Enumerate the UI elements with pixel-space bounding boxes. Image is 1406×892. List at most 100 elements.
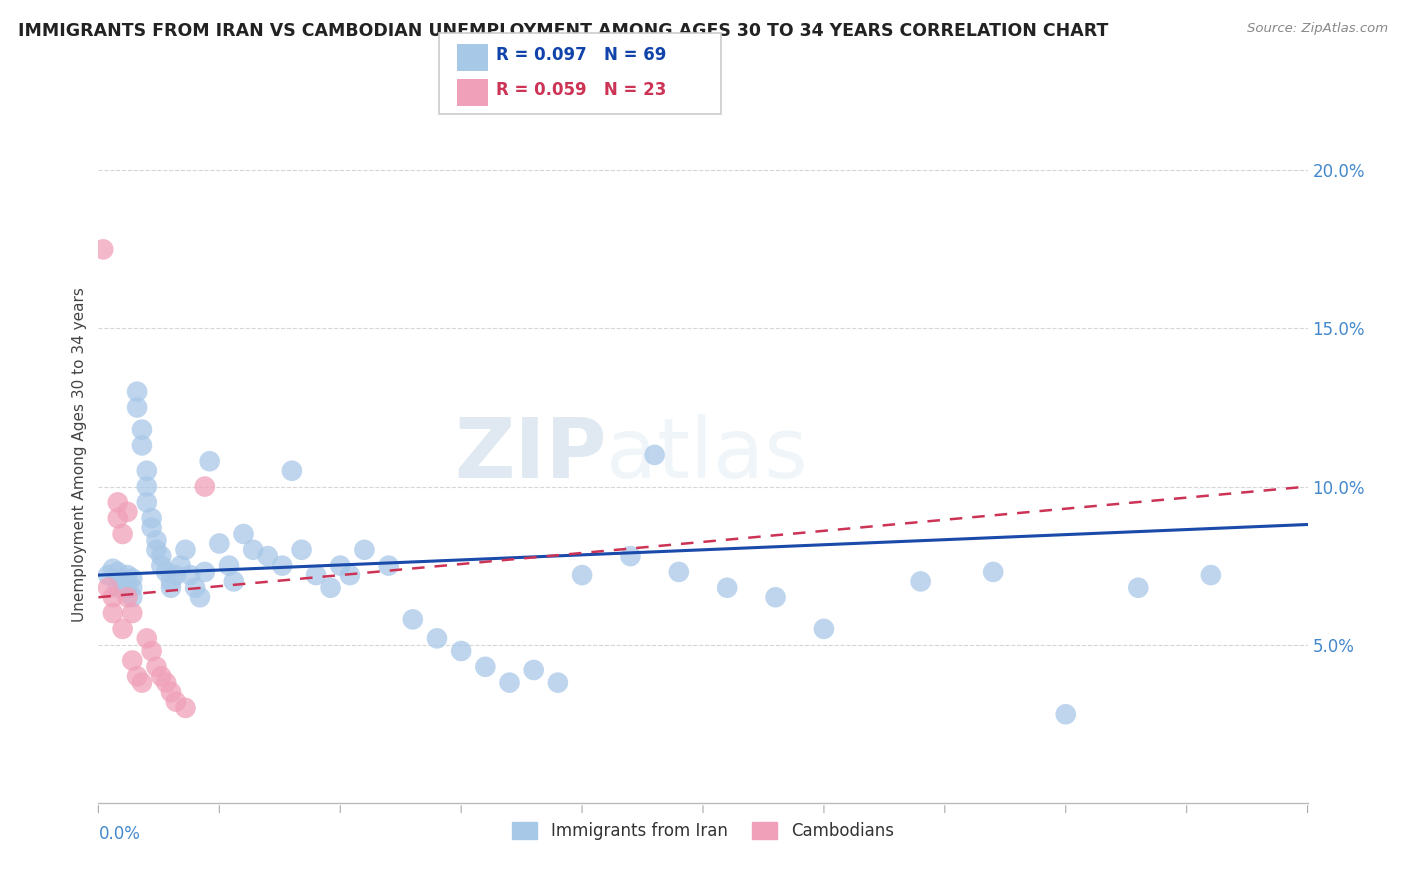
Point (131, 675, 153, 690)
Point (141, 511, 163, 525)
Point (117, 591, 139, 605)
Point (474, 660, 496, 674)
Point (111, 622, 134, 636)
Point (319, 581, 342, 595)
Point (222, 574, 245, 589)
Point (135, 495, 157, 509)
Point (150, 549, 173, 563)
Point (121, 581, 143, 595)
Point (644, 448, 666, 462)
Text: R = 0.097   N = 69: R = 0.097 N = 69 (496, 46, 666, 64)
Point (131, 423, 153, 437)
Point (117, 581, 139, 595)
Point (194, 479, 217, 493)
Point (111, 577, 134, 591)
Point (145, 533, 167, 548)
Point (377, 558, 399, 573)
Text: Source: ZipAtlas.com: Source: ZipAtlas.com (1247, 22, 1388, 36)
Point (127, 669, 149, 683)
Point (165, 568, 187, 582)
Point (179, 568, 201, 582)
Point (107, 565, 129, 579)
Text: IMMIGRANTS FROM IRAN VS CAMBODIAN UNEMPLOYMENT AMONG AGES 30 TO 34 YEARS CORRELA: IMMIGRANTS FROM IRAN VS CAMBODIAN UNEMPL… (18, 22, 1109, 40)
Point (107, 511, 129, 525)
Point (1199, 568, 1222, 582)
Point (198, 454, 221, 468)
Point (174, 701, 197, 715)
Point (111, 574, 134, 589)
Point (426, 632, 449, 646)
Point (232, 527, 254, 541)
Point (218, 558, 240, 573)
Point (194, 565, 217, 579)
Point (121, 571, 143, 585)
Point (135, 632, 157, 646)
Text: atlas: atlas (606, 415, 808, 495)
Point (910, 574, 932, 589)
Point (290, 542, 312, 557)
Point (619, 549, 641, 563)
Text: 0.0%: 0.0% (98, 825, 141, 843)
Point (523, 663, 546, 677)
Point (107, 495, 129, 509)
Point (121, 606, 143, 620)
Point (111, 527, 134, 541)
Point (165, 695, 187, 709)
Point (107, 581, 129, 595)
Point (135, 464, 157, 478)
Point (117, 568, 139, 582)
Point (498, 675, 520, 690)
Point (160, 685, 183, 699)
Point (131, 438, 153, 452)
Text: R = 0.059   N = 23: R = 0.059 N = 23 (496, 81, 666, 99)
Point (242, 542, 264, 557)
Point (121, 653, 143, 667)
Point (135, 479, 157, 493)
Point (160, 574, 183, 589)
Point (101, 591, 124, 605)
Point (155, 675, 177, 690)
Point (668, 565, 690, 579)
Point (256, 549, 278, 563)
Y-axis label: Unemployment Among Ages 30 to 34 years: Unemployment Among Ages 30 to 34 years (72, 287, 87, 623)
Point (121, 591, 143, 605)
Point (765, 591, 787, 605)
Point (145, 542, 167, 557)
Point (188, 591, 211, 605)
Point (155, 565, 177, 579)
Point (184, 581, 207, 595)
Point (150, 558, 173, 573)
Point (208, 536, 231, 550)
Point (1054, 707, 1077, 722)
Point (339, 568, 361, 582)
Point (450, 644, 472, 658)
Point (169, 558, 191, 573)
Point (141, 644, 163, 658)
Point (813, 622, 835, 636)
Point (97, 568, 120, 582)
Point (101, 606, 124, 620)
Point (547, 675, 569, 690)
Point (1128, 581, 1150, 595)
Point (91, 243, 114, 257)
Point (402, 612, 425, 626)
Point (305, 568, 328, 582)
Point (716, 581, 738, 595)
Point (117, 505, 139, 519)
Point (150, 669, 173, 683)
Point (571, 568, 593, 582)
Point (271, 558, 294, 573)
Text: ZIP: ZIP (454, 415, 606, 495)
Point (329, 558, 352, 573)
Point (174, 542, 197, 557)
Point (127, 384, 149, 399)
Point (353, 542, 375, 557)
Point (160, 581, 183, 595)
Point (981, 565, 1004, 579)
Point (101, 562, 124, 576)
Point (97, 581, 120, 595)
Point (281, 464, 304, 478)
Legend: Immigrants from Iran, Cambodians: Immigrants from Iran, Cambodians (506, 815, 900, 847)
Point (141, 521, 163, 535)
Point (145, 660, 167, 674)
